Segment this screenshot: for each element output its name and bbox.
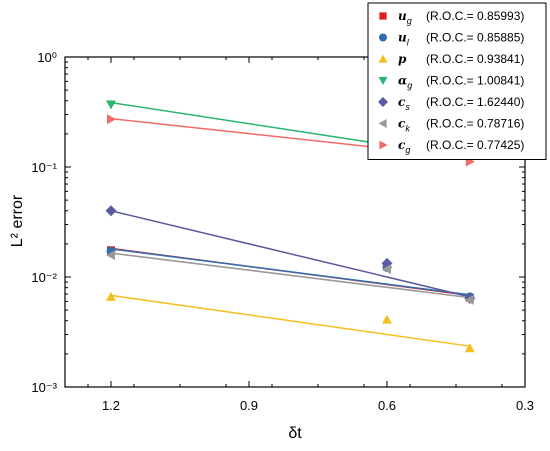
legend-marker-u-l xyxy=(378,33,388,42)
fit-line-c-k xyxy=(110,252,470,299)
x-tick-label: 0.3 xyxy=(516,398,534,413)
data-point-c-k xyxy=(464,294,474,305)
legend-subscript: g xyxy=(405,145,410,155)
plot-border xyxy=(64,56,526,388)
data-point-c-k xyxy=(382,264,391,275)
legend-entry-α-g: αg (R.O.C.= 1.00841) xyxy=(398,74,524,91)
legend-symbol: c xyxy=(398,95,406,109)
legend-roc: (R.O.C.= 0.77425) xyxy=(426,138,524,152)
y-axis-label: L² error xyxy=(9,194,26,247)
data-point-α-g xyxy=(106,100,116,110)
data-point-c-k xyxy=(106,250,115,261)
legend-roc: (R.O.C.= 0.85993) xyxy=(426,9,524,23)
y-tick-label: 10⁻³ xyxy=(31,380,57,395)
legend-box xyxy=(367,2,547,160)
legend-marker-c-g xyxy=(379,140,388,150)
y-tick-label: 10⁻² xyxy=(31,270,57,285)
legend-roc: (R.O.C.= 1.00841) xyxy=(426,74,524,88)
legend-symbol: p xyxy=(398,52,407,66)
legend-entry-u-l: ul (R.O.C.= 0.85885) xyxy=(398,31,524,48)
data-point-c-g xyxy=(107,114,116,125)
legend-entry-p: p (R.O.C.= 0.93841) xyxy=(398,52,524,66)
legend-symbol: u xyxy=(398,31,407,45)
legend-subscript: l xyxy=(407,38,410,48)
legend-symbol: c xyxy=(398,138,406,152)
legend-roc: (R.O.C.= 0.93841) xyxy=(426,52,524,66)
legend-entry-c-k: ck (R.O.C.= 0.78716) xyxy=(398,117,524,134)
x-tick-label: 0.9 xyxy=(240,398,258,413)
legend-marker-p xyxy=(378,54,388,63)
legend-subscript: k xyxy=(405,124,410,134)
legend-roc: (R.O.C.= 1.62440) xyxy=(426,95,524,109)
plot-frame xyxy=(64,56,526,388)
data-point-p xyxy=(106,291,116,301)
x-axis-label: δt xyxy=(288,425,302,442)
legend-symbol: α xyxy=(398,74,407,88)
y-tick-label: 10⁻¹ xyxy=(31,160,57,175)
legend-roc: (R.O.C.= 0.85885) xyxy=(426,31,524,45)
legend-roc: (R.O.C.= 0.78716) xyxy=(426,117,524,131)
legend-symbol: c xyxy=(398,117,406,131)
axis-ticks: 1.2 0.9 0.6 0.3 10⁰ 10⁻¹ 10⁻² 10⁻³ xyxy=(31,50,534,413)
legend-marker-c-s xyxy=(378,97,388,107)
x-tick-label: 0.6 xyxy=(378,398,396,413)
legend-subscript: g xyxy=(407,81,412,91)
fit-line-c-s xyxy=(110,210,470,298)
legend-marker-u-g xyxy=(379,12,387,20)
y-tick-label: 10⁰ xyxy=(37,50,57,65)
x-tick-label: 1.2 xyxy=(102,398,120,413)
legend-subscript: s xyxy=(405,102,410,112)
data-point-c-s xyxy=(105,205,117,217)
legend-entry-u-g: ug (R.O.C.= 0.85993) xyxy=(398,9,524,26)
legend-marker-c-k xyxy=(378,119,387,128)
legend-symbol: u xyxy=(398,9,407,23)
legend-marker-α-g xyxy=(378,76,388,85)
legend-entry-c-s: cs (R.O.C.= 1.62440) xyxy=(398,95,524,112)
legend-subscript: g xyxy=(407,16,412,26)
data-point-p xyxy=(464,343,475,353)
data-point-p xyxy=(382,314,392,324)
fit-line-u-l xyxy=(110,248,470,296)
fit-line-p xyxy=(110,294,470,347)
legend-entry-c-g: cg (R.O.C.= 0.77425) xyxy=(398,138,524,155)
legend: ug (R.O.C.= 0.85993)ul (R.O.C.= 0.85885)p(… xyxy=(367,2,547,160)
